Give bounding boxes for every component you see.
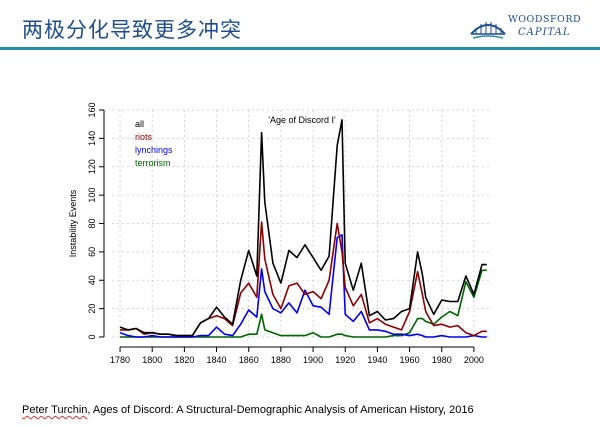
x-tick-label: 1880 (271, 355, 291, 365)
x-tick-label: 1920 (335, 355, 355, 365)
series-line-riots (120, 221, 487, 337)
instability-chart: 0 20 40 60 80 100 120 140 160 1780 1800 1820 1840 186… (68, 102, 490, 365)
x-tick-label: 1820 (174, 355, 194, 365)
x-tick-label: 1860 (239, 355, 259, 365)
x-tick-label: 1980 (432, 355, 452, 365)
y-tick-label: 120 (87, 159, 97, 174)
x-tick-label: 1940 (367, 355, 387, 365)
y-tick-label: 40 (87, 275, 97, 285)
company-logo: WOODSFORD CAPITAL (470, 12, 588, 42)
citation: Peter Turchin, Ages of Discord: A Struct… (22, 404, 474, 416)
y-tick-label: 80 (87, 218, 97, 228)
y-tick-label: 60 (87, 247, 97, 257)
y-tick-label: 100 (87, 188, 97, 203)
x-tick-label: 1960 (400, 355, 420, 365)
y-axis-label: Instability Events (68, 189, 78, 257)
y-tick-label: 0 (87, 334, 97, 339)
chart-annotation: 'Age of Discord I' (268, 115, 336, 125)
x-tick-label: 1840 (207, 355, 227, 365)
legend-entry-terrorism: terrorism (135, 158, 171, 168)
x-tick-label: 1780 (110, 355, 130, 365)
header-divider (0, 47, 600, 50)
x-tick-label: 1900 (303, 355, 323, 365)
citation-text: , Ages of Discord: A Structural-Demograp… (87, 404, 474, 416)
slide-title: 两极分化导致更多冲突 (22, 18, 242, 42)
bridge-logo-icon (470, 22, 506, 39)
y-tick-label: 160 (87, 102, 97, 117)
y-tick-label: 140 (87, 131, 97, 146)
citation-author: Peter Turchin (22, 404, 88, 416)
legend-entry-riots: riots (135, 132, 153, 142)
legend-entry-lynchings: lynchings (135, 145, 173, 155)
series-line-all (119, 119, 487, 337)
x-tick-label: 2000 (464, 355, 484, 365)
legend-entry-all: all (135, 119, 144, 129)
logo-line1: WOODSFORD (508, 14, 582, 25)
y-tick-label: 20 (87, 304, 97, 314)
x-tick-label: 1800 (142, 355, 162, 365)
series-line-lynchings (119, 234, 487, 338)
logo-line2: CAPITAL (518, 27, 571, 38)
